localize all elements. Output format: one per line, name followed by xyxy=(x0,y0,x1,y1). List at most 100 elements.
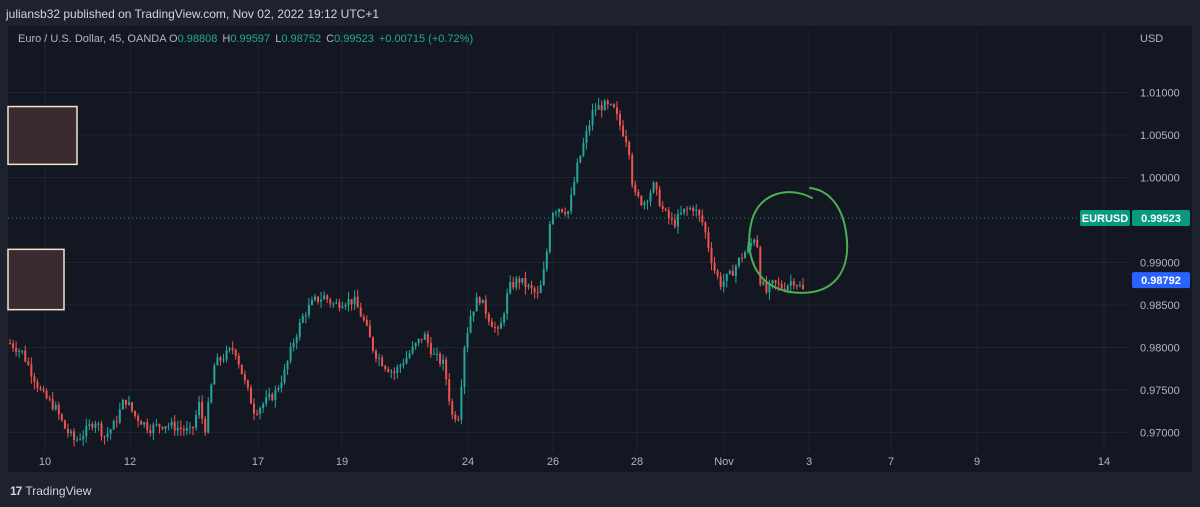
candle-body xyxy=(30,364,33,377)
close-label: C xyxy=(326,33,335,45)
tradingview-logo[interactable]: 17 TradingView xyxy=(10,484,91,498)
candle-body xyxy=(344,304,347,307)
candle-body xyxy=(158,424,161,427)
candle-body xyxy=(48,398,51,400)
chart-pane[interactable] xyxy=(8,26,1192,472)
candle-body xyxy=(109,429,112,434)
candle-body xyxy=(320,299,323,302)
candle-body xyxy=(460,386,463,420)
candle-body xyxy=(350,298,353,305)
candle-body xyxy=(676,214,679,227)
price-tick-label: 0.99000 xyxy=(1140,257,1180,269)
candle-body xyxy=(131,402,133,411)
candle-body xyxy=(368,325,371,338)
candle-body xyxy=(185,427,188,431)
candle-body xyxy=(115,421,118,423)
candle-body xyxy=(609,104,612,106)
candle-body xyxy=(725,273,728,282)
candle-body xyxy=(600,105,603,111)
candle-body xyxy=(216,357,219,366)
candle-body xyxy=(295,336,298,343)
candle-body xyxy=(448,379,451,402)
candle-body xyxy=(356,296,359,308)
candle-body xyxy=(475,297,478,312)
candle-body xyxy=(527,285,530,288)
time-tick-label: 26 xyxy=(547,456,559,468)
candle-body xyxy=(567,211,570,215)
candle-body xyxy=(634,184,637,192)
candle-body xyxy=(143,422,146,425)
candle-body xyxy=(411,346,414,354)
high-label: H xyxy=(222,33,231,45)
candle-body xyxy=(12,343,15,349)
candle-body xyxy=(347,298,350,305)
zone-rectangle[interactable] xyxy=(7,248,65,311)
candle-body xyxy=(112,421,115,430)
freehand-circle-annotation xyxy=(748,187,849,294)
candle-body xyxy=(384,366,387,369)
candle-body xyxy=(402,363,405,366)
time-tick-label: Nov xyxy=(714,456,734,468)
candle-body xyxy=(612,104,615,108)
candle-body xyxy=(454,414,457,420)
candle-body xyxy=(381,357,384,367)
candle-body xyxy=(371,337,374,351)
candle-body xyxy=(728,270,731,274)
price-tick-label: 0.98500 xyxy=(1140,300,1180,312)
candle-body xyxy=(329,299,332,304)
candle-body xyxy=(493,327,496,329)
candle-body xyxy=(445,359,448,380)
candle-body xyxy=(332,303,335,305)
time-tick-label: 19 xyxy=(336,456,348,468)
open-value: 0.98808 xyxy=(177,33,218,45)
time-tick-label: 17 xyxy=(252,456,264,468)
candle-body xyxy=(393,371,396,374)
candle-body xyxy=(628,142,631,155)
candle-body xyxy=(405,357,408,364)
candle-body xyxy=(192,426,194,428)
candle-body xyxy=(561,209,564,212)
candle-body xyxy=(683,208,686,213)
candle-body xyxy=(417,338,420,344)
candle-body xyxy=(45,390,48,399)
candle-body xyxy=(246,380,249,388)
candle-body xyxy=(362,316,365,320)
candle-body xyxy=(774,280,777,283)
candle-body xyxy=(149,430,152,434)
candle-body xyxy=(512,282,515,288)
candle-body xyxy=(118,409,121,423)
candle-body xyxy=(747,245,750,253)
candle-body xyxy=(195,415,198,428)
candle-body xyxy=(176,427,179,431)
candle-body xyxy=(661,206,664,209)
candle-body xyxy=(625,135,628,143)
candle-body xyxy=(570,194,573,212)
tradingview-brand-text: TradingView xyxy=(25,484,92,498)
candle-body xyxy=(259,407,262,414)
candle-body xyxy=(307,305,310,316)
close-value: 0.99523 xyxy=(334,33,374,45)
candle-body xyxy=(576,162,579,182)
price-axis[interactable]: USD 1.01000 1.00500 1.00000 0.99000 0.98500 0.… xyxy=(1140,33,1180,439)
tradingview-logo-icon: 17 xyxy=(10,484,22,498)
candle-body xyxy=(789,281,792,286)
candle-body xyxy=(591,110,594,126)
change-value: +0.00715 (+0.72%) xyxy=(378,33,474,45)
candle-body xyxy=(414,343,417,347)
footer-bar xyxy=(0,472,1200,507)
candle-body xyxy=(188,426,191,428)
candle-body xyxy=(70,431,72,434)
time-axis[interactable]: 10 12 17 19 24 26 28 Nov 3 7 9 14 xyxy=(39,456,1110,468)
candle-body xyxy=(124,399,127,405)
candle-body xyxy=(573,181,576,195)
candle-body xyxy=(152,424,155,434)
candle-body xyxy=(451,401,454,415)
candle-body xyxy=(323,295,326,300)
candle-body xyxy=(314,296,316,300)
time-tick-label: 14 xyxy=(1098,456,1110,468)
candle-body xyxy=(140,421,143,425)
zone-rectangle[interactable] xyxy=(7,105,78,166)
candle-body xyxy=(524,277,527,288)
open-label: O xyxy=(169,33,178,45)
